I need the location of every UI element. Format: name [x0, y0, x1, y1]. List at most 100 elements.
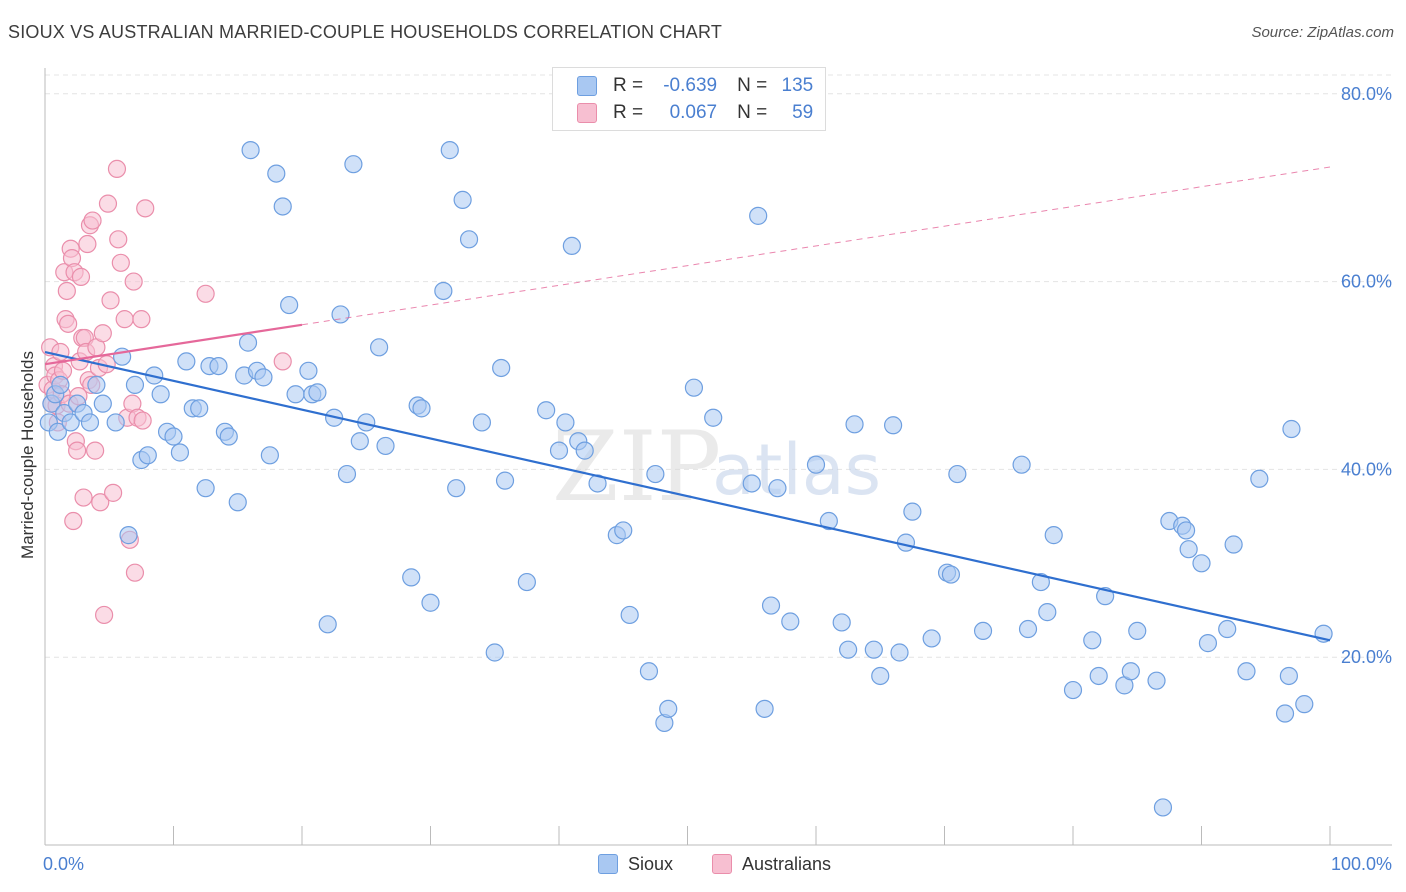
australians-point	[133, 411, 152, 430]
x-tick-label: 0.0%	[43, 854, 84, 874]
sioux-point	[1147, 671, 1166, 690]
sioux-point	[370, 338, 389, 357]
legend-n-label: N =	[737, 75, 768, 96]
australians-point	[136, 199, 155, 218]
sioux-point	[684, 378, 704, 397]
sioux-point	[421, 593, 440, 612]
sioux-point	[440, 141, 459, 160]
australians-point	[125, 563, 145, 582]
sioux-point	[196, 479, 215, 498]
sioux-point	[806, 455, 826, 474]
bottom-legend-australians: Australians	[712, 852, 831, 876]
sioux-points	[39, 141, 1333, 817]
sioux-point	[659, 699, 678, 718]
sioux-point	[1128, 621, 1147, 641]
sioux-point	[537, 401, 556, 420]
australians-swatch	[712, 854, 732, 874]
sioux-point	[254, 368, 273, 387]
australians-point	[115, 310, 134, 329]
sioux-point	[80, 413, 100, 432]
chart-title: SIOUX VS AUSTRALIAN MARRIED-COUPLE HOUSE…	[8, 22, 723, 42]
y-tick-label: 20.0%	[1341, 647, 1392, 667]
sioux-point	[170, 443, 190, 462]
legend-r-value-australians: 0.067	[669, 102, 718, 123]
sioux-point	[646, 464, 665, 484]
sioux-point	[331, 305, 350, 324]
australians-point	[78, 234, 97, 254]
sioux-point	[871, 666, 890, 686]
sioux-point	[267, 164, 286, 183]
sioux-point	[485, 643, 504, 662]
sioux-point	[318, 615, 337, 634]
sioux-point	[890, 643, 909, 662]
sioux-point	[1250, 469, 1269, 488]
sioux-point	[819, 511, 838, 531]
australians-point	[273, 352, 292, 371]
sioux-point	[755, 699, 774, 718]
sioux-point	[1279, 666, 1298, 686]
sioux-point	[704, 408, 723, 427]
trend-lines	[44, 166, 1331, 642]
sioux-point	[308, 383, 327, 402]
bottom-legend-label: Sioux	[628, 853, 674, 874]
legend-r-label: R =	[613, 75, 644, 96]
y-tick-label: 40.0%	[1341, 459, 1392, 479]
gridlines	[45, 74, 1392, 658]
sioux-point	[1012, 455, 1031, 474]
australians-point	[93, 324, 112, 343]
sioux-point	[517, 572, 536, 592]
sioux-point	[151, 385, 170, 404]
sioux-point	[286, 385, 305, 404]
sioux-point	[495, 471, 515, 490]
tick-labels: 20.0% 40.0% 60.0% 80.0% 0.0% 100.0%	[43, 84, 1392, 874]
bottom-legend-sioux: Sioux	[598, 852, 673, 876]
sioux-point	[434, 281, 453, 301]
sioux-point	[1198, 634, 1218, 653]
sioux-point	[1218, 619, 1237, 639]
sioux-point	[562, 236, 581, 256]
australians-point	[68, 441, 87, 460]
sioux-point	[575, 441, 594, 460]
sioux-point	[219, 427, 238, 446]
australians-point	[124, 272, 143, 291]
sioux-point	[177, 352, 196, 371]
legend-n-value-sioux: 135	[781, 75, 814, 96]
y-axis-label: Married-couple Households	[18, 351, 37, 559]
legend-r-value-sioux: -0.639	[663, 75, 718, 96]
sioux-point	[238, 333, 258, 352]
sioux-swatch	[598, 854, 618, 874]
australians-point	[86, 441, 105, 460]
sioux-point	[51, 375, 70, 394]
australians-point	[59, 314, 78, 333]
australians-point	[196, 284, 215, 303]
sioux-point	[472, 413, 491, 432]
australians-swatch	[577, 103, 597, 123]
sioux-point	[639, 662, 659, 681]
sioux-point	[556, 413, 575, 432]
sioux-point	[1031, 572, 1050, 592]
sioux-point	[1063, 680, 1083, 700]
australians-point	[107, 159, 127, 179]
australians-point	[111, 253, 130, 272]
australians-point	[109, 230, 128, 249]
australians-point	[51, 342, 70, 362]
sioux-point	[845, 415, 864, 434]
watermark-zip: ZIP	[552, 411, 721, 523]
sioux-point	[1192, 554, 1211, 573]
sioux-point	[260, 446, 279, 465]
sioux-point	[1153, 798, 1173, 817]
source-credit: Source: ZipAtlas.com	[1251, 24, 1394, 41]
sioux-point	[1282, 419, 1301, 439]
sioux-point	[742, 474, 761, 493]
watermark-atlas: atlas	[712, 429, 881, 511]
australians-point	[83, 211, 102, 230]
sioux-point	[1083, 631, 1102, 650]
sioux-point	[614, 521, 633, 540]
axes	[44, 68, 1392, 846]
sioux-point	[376, 436, 395, 456]
sioux-point	[832, 613, 851, 632]
australians-point	[64, 511, 83, 531]
legend-row-australians: R = 0.067 N = 59	[577, 101, 813, 125]
sioux-point	[1275, 704, 1295, 723]
sioux-point	[299, 361, 318, 380]
